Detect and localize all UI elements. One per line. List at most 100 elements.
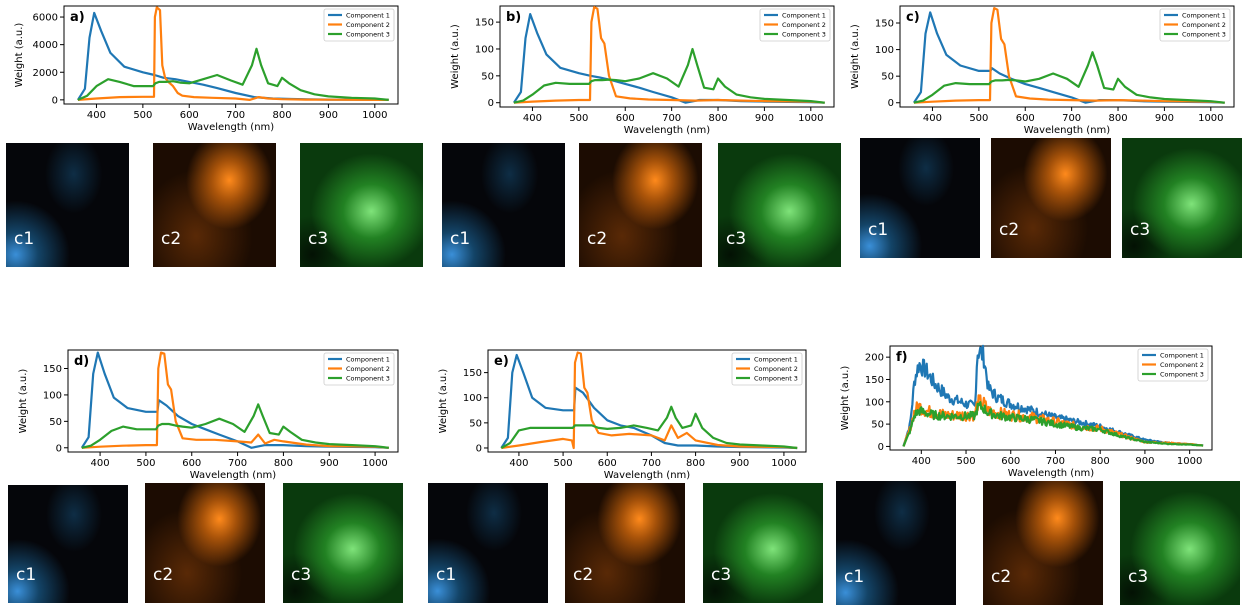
series-line-component-3 xyxy=(81,403,389,449)
legend-label: Component 3 xyxy=(754,375,798,383)
map-label: c2 xyxy=(153,565,174,585)
x-tick-label: 800 xyxy=(1091,456,1110,467)
panel-label: d) xyxy=(74,354,89,369)
abundance-map-image xyxy=(991,138,1111,258)
abundance-map-d-c1: c1 xyxy=(8,485,128,603)
map-label: c1 xyxy=(868,220,889,240)
x-tick-label: 700 xyxy=(1062,113,1081,124)
x-axis-label: Wavelength (nm) xyxy=(1008,468,1094,478)
map-label: c1 xyxy=(16,565,37,585)
x-tick-label: 400 xyxy=(923,113,942,124)
legend-label: Component 2 xyxy=(1160,361,1204,369)
abundance-map-a-c1: c1 xyxy=(6,143,129,267)
abundance-map-d-c3: c3 xyxy=(283,483,403,603)
x-tick-label: 1000 xyxy=(798,113,823,124)
map-label: c1 xyxy=(844,567,865,587)
series-line-component-2 xyxy=(501,351,798,450)
abundance-map-image xyxy=(428,483,548,603)
x-tick-label: 1000 xyxy=(1198,113,1223,124)
x-tick-label: 600 xyxy=(1016,113,1035,124)
abundance-map-image xyxy=(579,143,702,267)
legend-label: Component 1 xyxy=(1160,352,1204,360)
map-label: c3 xyxy=(308,229,329,249)
x-tick-label: 900 xyxy=(755,113,774,124)
y-axis-label: Weight (a.u.) xyxy=(438,369,449,434)
series-line-component-3 xyxy=(500,405,798,450)
x-axis-label: Wavelength (nm) xyxy=(604,470,690,480)
x-tick-label: 900 xyxy=(1155,113,1174,124)
x-tick-label: 800 xyxy=(708,113,727,124)
x-tick-label: 1000 xyxy=(1177,456,1202,467)
y-tick-label: 100 xyxy=(865,397,884,408)
chart-panel-e: e) 400 500 600 700 800 900 1000 0 50 100 150 Wavelen… xyxy=(434,344,814,481)
series-line-component-1 xyxy=(500,353,798,450)
y-tick-label: 100 xyxy=(463,393,482,404)
x-tick-label: 900 xyxy=(730,458,749,469)
x-tick-label: 700 xyxy=(1046,456,1065,467)
x-tick-label: 800 xyxy=(272,110,291,121)
y-tick-label: 150 xyxy=(463,368,482,379)
chart-panel-d: d) 400 500 600 700 800 900 1000 0 50 100 150 Wavelen… xyxy=(14,344,406,481)
y-tick-label: 150 xyxy=(475,18,494,29)
legend-label: Component 1 xyxy=(346,356,390,364)
abundance-map-b-c1: c1 xyxy=(442,143,565,267)
panel-label: b) xyxy=(506,10,521,25)
legend-label: Component 2 xyxy=(1182,21,1226,29)
series-line-component-2 xyxy=(513,5,825,104)
abundance-map-image xyxy=(283,483,403,603)
panel-label: e) xyxy=(494,354,509,369)
map-label: c3 xyxy=(1128,567,1149,587)
abundance-map-image xyxy=(703,483,823,603)
series-line-component-3 xyxy=(77,47,389,101)
y-tick-label: 0 xyxy=(888,98,894,109)
y-tick-label: 50 xyxy=(469,418,482,429)
abundance-map-a-c2: c2 xyxy=(153,143,276,267)
abundance-map-image xyxy=(836,481,956,605)
legend-label: Component 3 xyxy=(1160,371,1204,379)
x-tick-label: 600 xyxy=(1001,456,1020,467)
y-tick-label: 0 xyxy=(878,442,884,453)
y-tick-label: 150 xyxy=(865,375,884,386)
legend-label: Component 3 xyxy=(782,31,826,39)
chart-panel-c: c) 400 500 600 700 800 900 1000 0 50 100 150 Wavelen… xyxy=(846,0,1242,136)
abundance-map-image xyxy=(8,485,128,603)
x-tick-label: 800 xyxy=(1108,113,1127,124)
y-tick-label: 2000 xyxy=(33,68,58,79)
abundance-map-image xyxy=(442,143,565,267)
abundance-map-image xyxy=(983,481,1103,605)
y-tick-label: 150 xyxy=(875,19,894,30)
panel-label: c) xyxy=(906,10,920,25)
abundance-map-c-c2: c2 xyxy=(991,138,1111,258)
y-tick-label: 0 xyxy=(488,98,494,109)
x-tick-label: 500 xyxy=(136,458,155,469)
chart-panel-a: a) 400 500 600 700 800 900 1000 0 2000 4000 6000 Wav… xyxy=(10,0,406,133)
abundance-map-c-c3: c3 xyxy=(1122,138,1242,258)
abundance-map-c-c1: c1 xyxy=(860,138,980,258)
y-tick-label: 150 xyxy=(43,364,62,375)
y-tick-label: 0 xyxy=(476,443,482,454)
x-tick-label: 700 xyxy=(662,113,681,124)
x-tick-label: 500 xyxy=(133,110,152,121)
abundance-map-f-c2: c2 xyxy=(983,481,1103,605)
legend-label: Component 2 xyxy=(346,21,390,29)
x-tick-label: 500 xyxy=(956,456,975,467)
y-tick-label: 50 xyxy=(49,417,62,428)
x-tick-label: 1000 xyxy=(771,458,796,469)
legend-label: Component 2 xyxy=(346,365,390,373)
y-tick-label: 50 xyxy=(871,420,884,431)
abundance-map-e-c3: c3 xyxy=(703,483,823,603)
legend-label: Component 1 xyxy=(782,12,826,20)
legend-label: Component 1 xyxy=(1182,12,1226,20)
panel-label: a) xyxy=(70,10,85,25)
map-label: c1 xyxy=(14,229,35,249)
chart-panel-b: b) 400 500 600 700 800 900 1000 0 50 100 150 Wavelen… xyxy=(446,0,842,136)
x-axis-label: Wavelength (nm) xyxy=(624,125,710,135)
y-axis-label: Weight (a.u.) xyxy=(14,23,25,88)
abundance-map-f-c1: c1 xyxy=(836,481,956,605)
x-axis-label: Wavelength (nm) xyxy=(188,122,274,132)
x-tick-label: 400 xyxy=(523,113,542,124)
x-tick-label: 900 xyxy=(319,110,338,121)
x-tick-label: 500 xyxy=(969,113,988,124)
legend-label: Component 2 xyxy=(754,365,798,373)
y-tick-label: 100 xyxy=(43,390,62,401)
